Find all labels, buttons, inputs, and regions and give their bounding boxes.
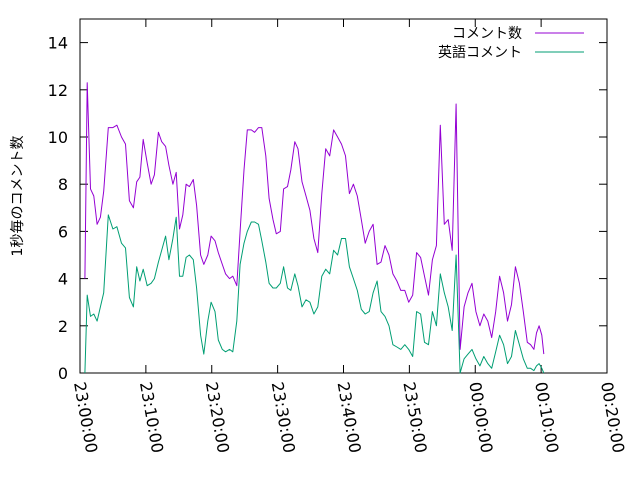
legend-label-1: 英語コメント [438,44,522,61]
x-tick-label: 23:00:00 [70,380,101,454]
y-tick-label: 4 [58,270,68,289]
x-tick-label: 00:20:00 [597,380,628,454]
y-tick-label: 0 [58,364,68,383]
series-lines [84,82,545,374]
y-tick-label: 12 [48,81,68,100]
series-line-1 [84,214,545,374]
plot-frame [79,18,608,374]
x-tick-label: 23:40:00 [334,380,365,454]
x-tick-label: 23:30:00 [268,380,299,454]
y-axis-label: 1秒毎のコメント数 [10,136,26,257]
y-tick-label: 10 [48,128,68,147]
axis-ticks: 0 2 4 6 8 10 12 14 23:00:00 23:10:00 23:20:00 23:30… [48,19,628,454]
y-tick-label: 14 [48,34,68,53]
x-tick-label: 23:20:00 [202,380,233,454]
x-tick-label: 23:50:00 [399,380,430,454]
series-line-0 [84,82,545,355]
y-tick-label: 2 [58,317,68,336]
legend-label-0: コメント数 [452,26,522,42]
y-tick-label: 6 [58,222,68,241]
x-tick-label: 23:10:00 [136,380,167,454]
y-tick-label: 8 [58,175,68,194]
x-tick-label: 00:10:00 [531,380,562,454]
x-tick-label: 00:00:00 [465,380,496,454]
